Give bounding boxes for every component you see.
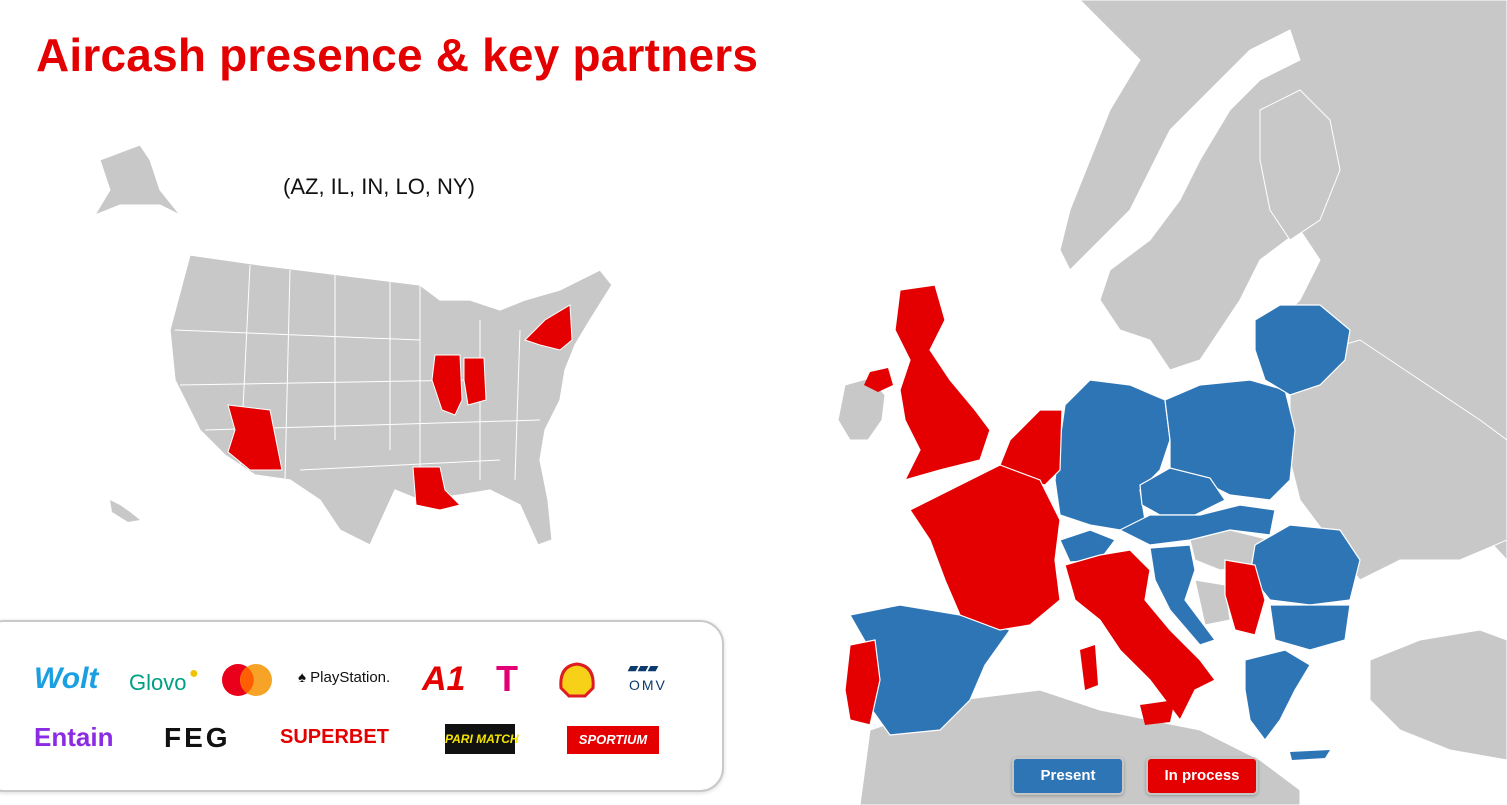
country-france	[909, 464, 1061, 631]
country-northern-ireland	[864, 368, 893, 392]
logo-glovo-pin-icon: ●	[189, 665, 199, 682]
logo-telekom: T	[496, 658, 518, 699]
logo-omv: OMV	[629, 677, 667, 693]
state-louisiana	[412, 466, 461, 511]
logo-sportium: SPORTIUM	[567, 726, 659, 754]
country-austria-slovakia	[1118, 504, 1276, 546]
country-croatia-slovenia	[1149, 544, 1216, 646]
legend-present: Present	[1012, 757, 1124, 795]
country-portugal	[844, 639, 881, 726]
island-sicily	[1140, 700, 1175, 725]
partners-panel: Wolt Glovo ● ♠ PlayStation. A1 T ▰▰▰ OMV…	[0, 620, 724, 792]
logo-a1: A1	[422, 660, 466, 698]
finland-region	[1259, 89, 1341, 241]
logo-parimatch: PARI MATCH	[445, 724, 519, 754]
country-greece	[1244, 649, 1311, 741]
bosnia-region	[1194, 579, 1231, 626]
country-baltics	[1254, 304, 1351, 396]
country-uk	[894, 284, 991, 481]
state-illinois	[431, 354, 463, 416]
state-new-york	[524, 304, 573, 351]
page-title: Aircash presence & key partners	[36, 29, 759, 81]
europe-map	[837, 0, 1507, 805]
island-crete	[1290, 750, 1330, 760]
logo-playstation: ♠ PlayStation.	[298, 669, 391, 686]
country-romania	[1249, 524, 1361, 606]
logo-mastercard	[222, 664, 272, 696]
state-arizona	[227, 404, 283, 471]
hawaii	[110, 500, 140, 522]
playstation-label: PlayStation.	[310, 669, 391, 686]
country-serbia	[1224, 559, 1266, 636]
state-indiana	[463, 357, 487, 406]
logo-superbet: SUPERBET	[280, 726, 389, 748]
alaska	[93, 144, 181, 217]
us-mainland	[169, 254, 613, 546]
us-states-note: (AZ, IL, IN, LO, NY)	[283, 174, 475, 199]
country-poland	[1164, 379, 1296, 501]
logo-omv-mark: ▰▰▰	[628, 660, 658, 675]
us-map	[93, 144, 613, 546]
logo-entain: Entain	[34, 722, 114, 752]
logo-feg: FEG	[164, 722, 231, 753]
east-europe-region	[1289, 339, 1507, 581]
legend-in-process: In process	[1146, 757, 1258, 795]
country-switzerland	[1059, 529, 1116, 563]
logo-shell	[559, 662, 595, 698]
country-italy	[1064, 549, 1216, 722]
turkey-region	[1369, 629, 1507, 761]
logo-wolt: Wolt	[34, 662, 99, 695]
country-bulgaria	[1269, 604, 1351, 651]
country-czechia	[1139, 467, 1226, 516]
island-sardinia	[1080, 645, 1098, 690]
logo-glovo: Glovo	[129, 670, 187, 695]
